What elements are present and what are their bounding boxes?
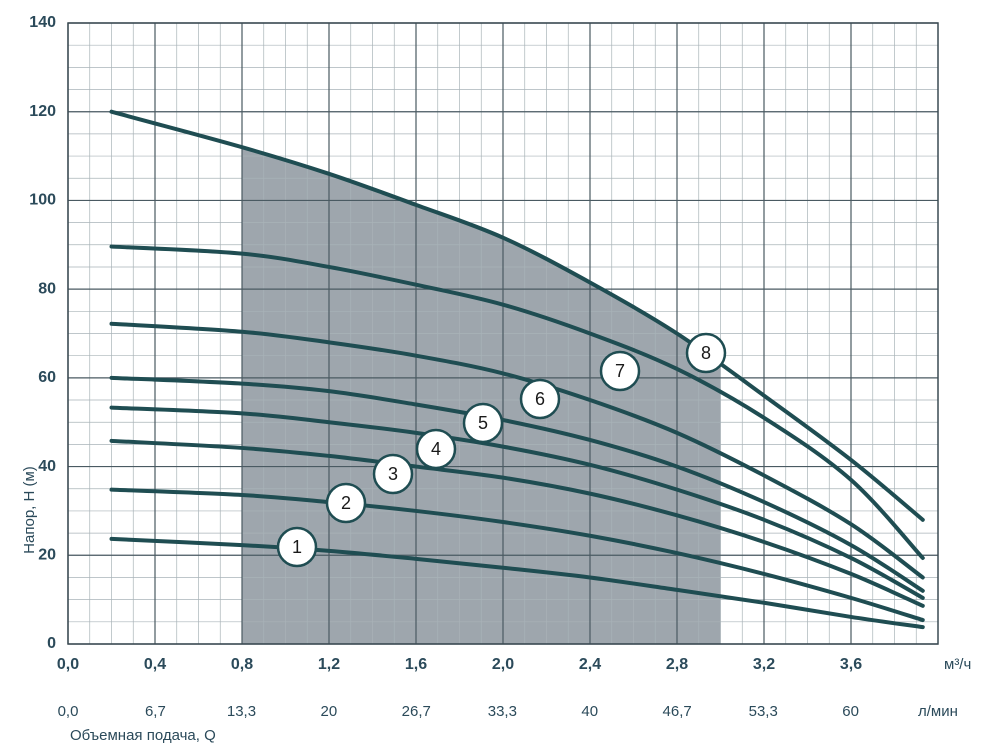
curve-label: 5	[462, 402, 504, 444]
x2-tick-label: 53,3	[749, 703, 778, 720]
x-tick-label: 3,6	[840, 656, 862, 673]
curve-label-circle	[372, 453, 414, 495]
x-unit: м³/ч	[944, 656, 971, 673]
x-tick-label: 3,2	[753, 656, 775, 673]
curve-label-circle	[276, 526, 318, 568]
x2-tick-label: 20	[321, 703, 338, 720]
x2-tick-label: 0,0	[58, 703, 79, 720]
curve-label: 3	[372, 453, 414, 495]
x2-tick-label: 26,7	[402, 703, 431, 720]
y-tick-label: 40	[38, 458, 56, 475]
curve-label-circle	[415, 428, 457, 470]
curve-label: 8	[685, 332, 727, 374]
curve-label-circle	[599, 350, 641, 392]
plot-frame	[67, 22, 939, 645]
x2-tick-label: 33,3	[488, 703, 517, 720]
x-tick-label: 2,4	[579, 656, 601, 673]
x-tick-label: 2,0	[492, 656, 514, 673]
x2-tick-label: 46,7	[663, 703, 692, 720]
x-tick-label: 1,6	[405, 656, 427, 673]
x-tick-label: 0,0	[57, 656, 79, 673]
y-axis-label: Напор, H (м)	[21, 466, 38, 554]
pump-curve	[109, 244, 925, 560]
x2-tick-label: 40	[581, 703, 598, 720]
x-tick-label: 0,4	[144, 656, 166, 673]
x-tick-label: 0,8	[231, 656, 253, 673]
curve-label-text: 5	[478, 413, 488, 433]
y-tick-label: 100	[29, 192, 56, 209]
curve-label-text: 2	[341, 493, 351, 513]
x2-tick-label: 6,7	[145, 703, 166, 720]
curve-label-text: 4	[431, 439, 441, 459]
pump-curve	[109, 375, 925, 593]
pump-curve	[109, 536, 925, 630]
y-tick-label: 80	[38, 280, 56, 297]
y-tick-label: 140	[29, 14, 56, 31]
curve-label-text: 3	[388, 464, 398, 484]
curve-label-circle	[325, 482, 367, 524]
curve-label-text: 6	[535, 389, 545, 409]
pump-curve	[109, 438, 925, 608]
x2-unit: л/мин	[918, 703, 958, 720]
curve-label: 7	[599, 350, 641, 392]
pump-curve	[109, 109, 925, 522]
y-tick-label: 0	[47, 635, 56, 652]
x2-tick-label: 13,3	[227, 703, 256, 720]
curve-label-text: 8	[701, 343, 711, 363]
y-tick-label: 120	[29, 103, 56, 120]
x2-tick-label: 60	[842, 703, 859, 720]
curve-label-circle	[462, 402, 504, 444]
x-axis-label: Объемная подача, Q	[70, 727, 216, 744]
curve-label: 2	[325, 482, 367, 524]
curve-label-circle	[685, 332, 727, 374]
pump-curve	[109, 487, 925, 623]
curve-label: 6	[519, 378, 561, 420]
y-tick-label: 20	[38, 547, 56, 564]
curve-label-circle	[519, 378, 561, 420]
curve-label-text: 1	[292, 537, 302, 557]
x-tick-label: 1,2	[318, 656, 340, 673]
pump-curve	[109, 405, 925, 600]
x-tick-label: 2,8	[666, 656, 688, 673]
curve-label-text: 7	[615, 361, 625, 381]
y-tick-label: 60	[38, 369, 56, 386]
curve-label: 4	[415, 428, 457, 470]
curve-label: 1	[276, 526, 318, 568]
